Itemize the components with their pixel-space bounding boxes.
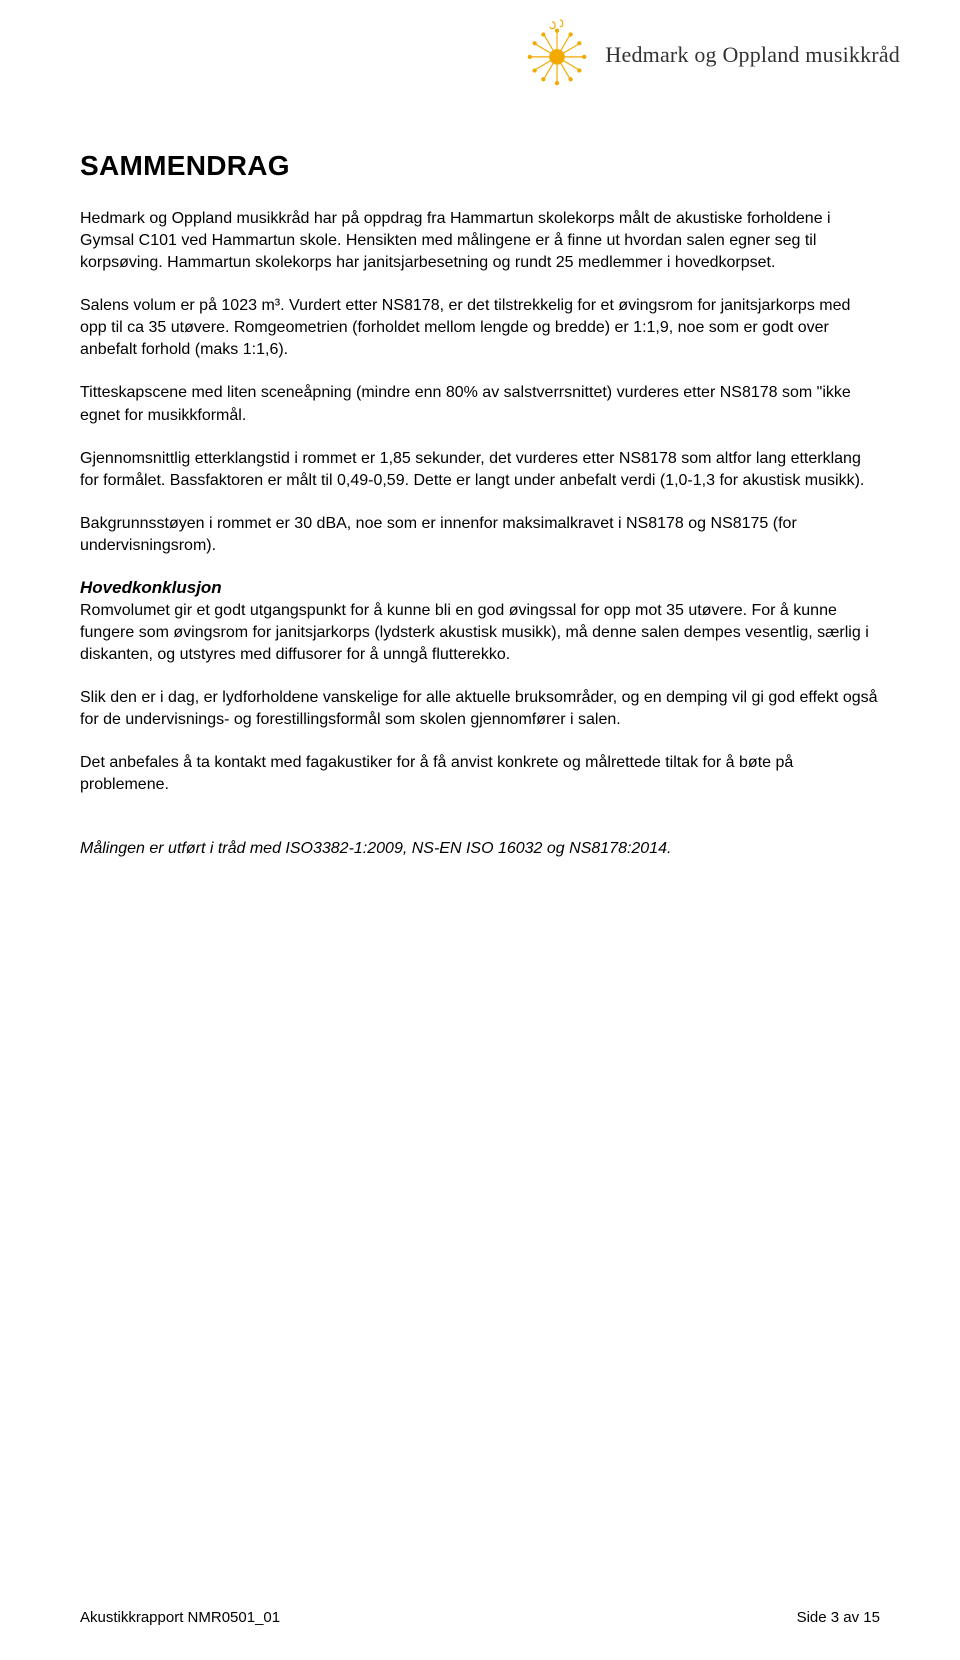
logo: Hedmark og Oppland musikkråd (523, 18, 900, 91)
body-paragraph: Gjennomsnittlig etterklangstid i rommet … (80, 448, 880, 492)
body-paragraph: Hedmark og Oppland musikkråd har på oppd… (80, 208, 880, 274)
footer: Akustikkrapport NMR0501_01 Side 3 av 15 (80, 1609, 880, 1626)
footer-report-id: Akustikkrapport NMR0501_01 (80, 1609, 280, 1626)
body-paragraph: Titteskapscene med liten sceneåpning (mi… (80, 382, 880, 426)
sunburst-icon (523, 18, 591, 91)
content: SAMMENDRAG Hedmark og Oppland musikkråd … (80, 0, 880, 861)
body-paragraph: Slik den er i dag, er lydforholdene vans… (80, 687, 880, 731)
iso-reference: Målingen er utført i tråd med ISO3382-1:… (80, 838, 880, 860)
header: Hedmark og Oppland musikkråd (0, 18, 960, 91)
page: Hedmark og Oppland musikkråd SAMMENDRAG … (0, 0, 960, 1660)
subheading-conclusion: Hovedkonklusjon (80, 578, 880, 598)
org-name: Hedmark og Oppland musikkråd (605, 42, 900, 68)
body-paragraph: Bakgrunnsstøyen i rommet er 30 dBA, noe … (80, 513, 880, 557)
footer-page-number: Side 3 av 15 (797, 1609, 880, 1626)
body-paragraph: Salens volum er på 1023 m³. Vurdert ette… (80, 295, 880, 361)
page-title: SAMMENDRAG (80, 150, 880, 182)
body-paragraph: Det anbefales å ta kontakt med fagakusti… (80, 752, 880, 796)
body-paragraph: Romvolumet gir et godt utgangspunkt for … (80, 600, 880, 666)
